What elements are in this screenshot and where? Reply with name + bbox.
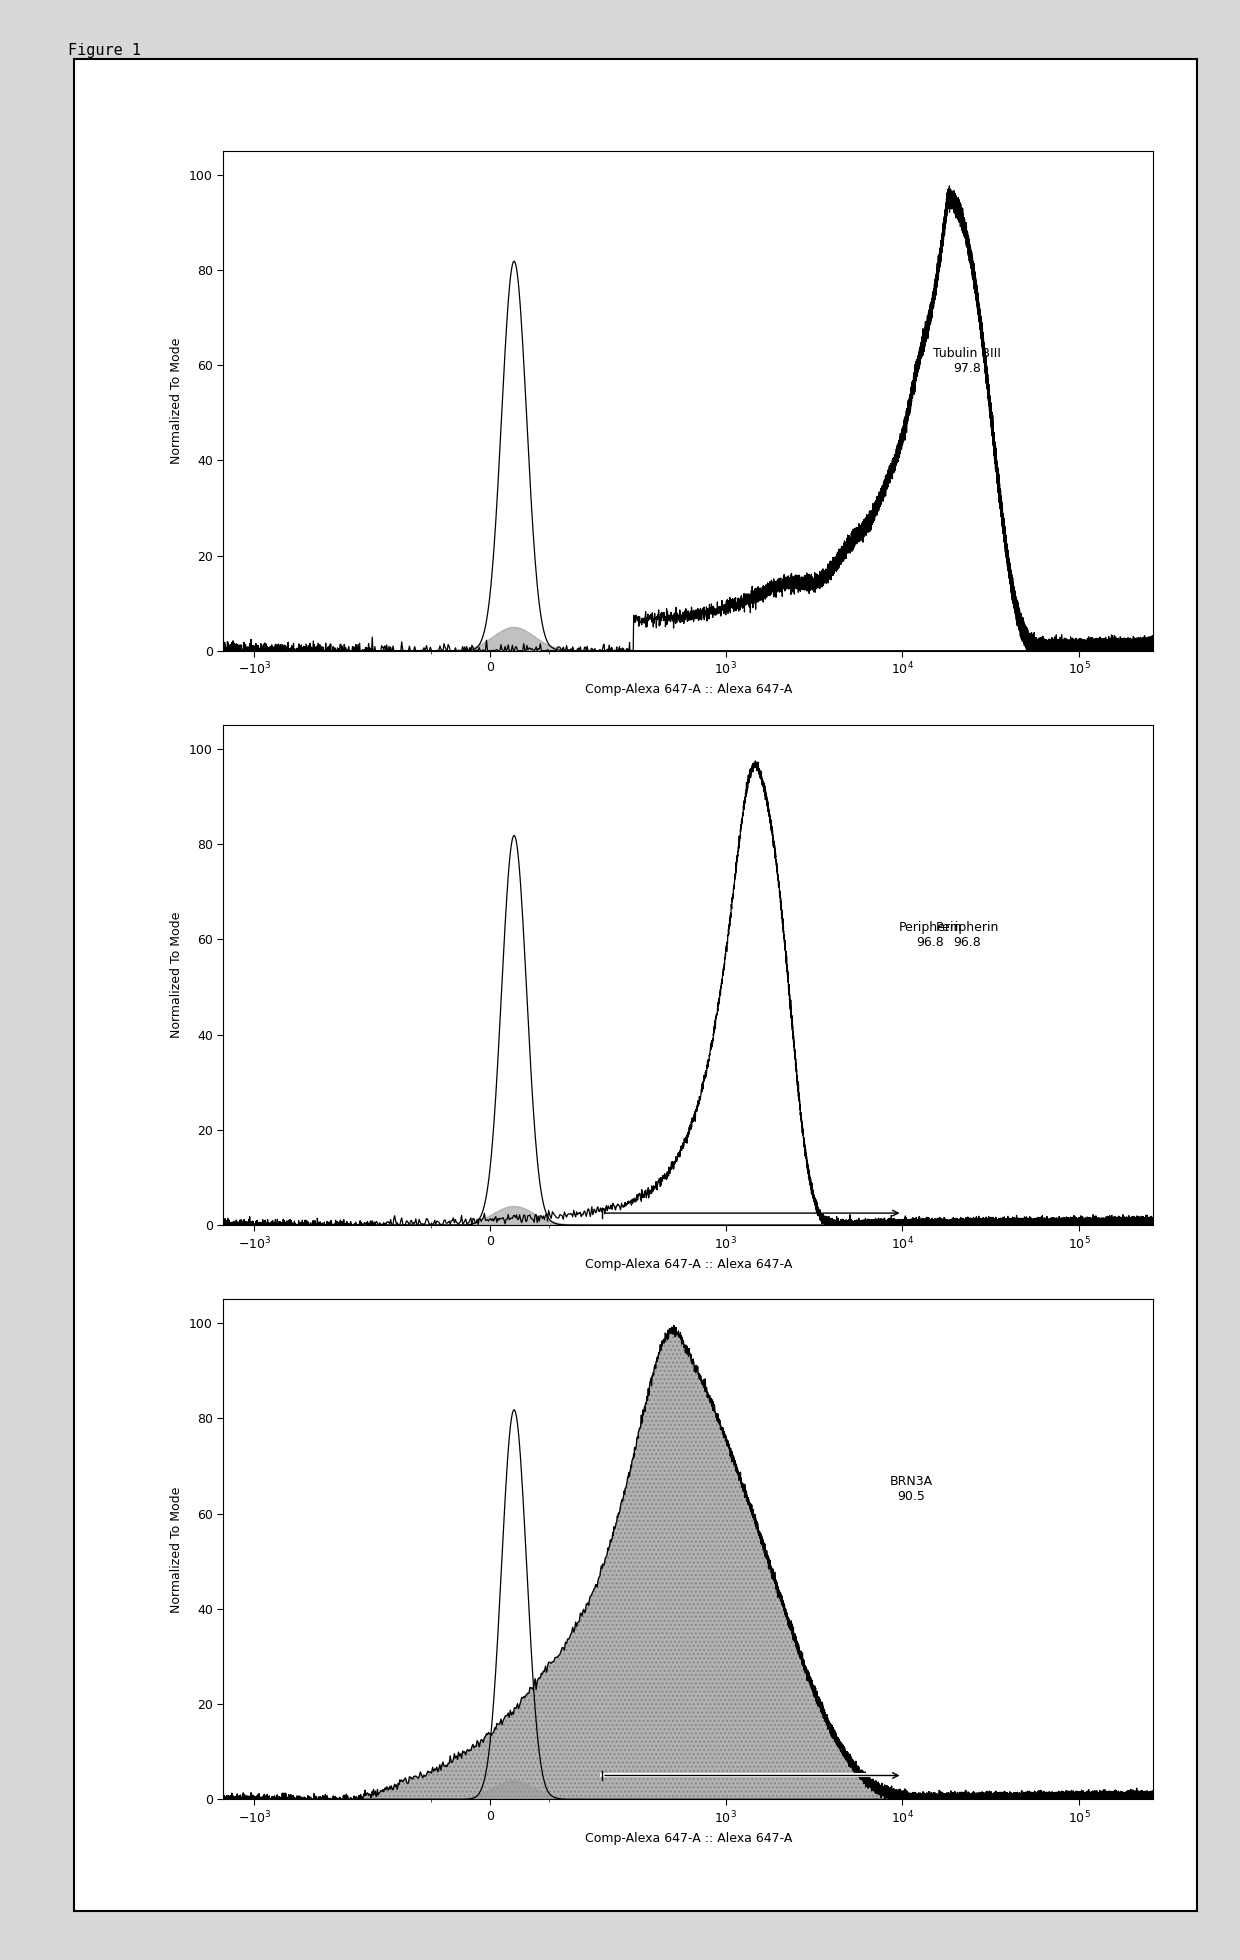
X-axis label: Comp-Alexa 647-A :: Alexa 647-A: Comp-Alexa 647-A :: Alexa 647-A	[584, 1833, 792, 1844]
Y-axis label: Normalized To Mode: Normalized To Mode	[170, 337, 184, 465]
Text: Peripherin
96.8: Peripherin 96.8	[898, 921, 962, 949]
Text: Peripherin
96.8: Peripherin 96.8	[935, 921, 999, 949]
Text: Figure 1: Figure 1	[68, 43, 141, 59]
Y-axis label: Normalized To Mode: Normalized To Mode	[170, 1486, 184, 1613]
X-axis label: Comp-Alexa 647-A :: Alexa 647-A: Comp-Alexa 647-A :: Alexa 647-A	[584, 1258, 792, 1270]
Y-axis label: Normalized To Mode: Normalized To Mode	[170, 911, 184, 1039]
Text: BRN3A
90.5: BRN3A 90.5	[890, 1476, 932, 1503]
Text: Tubulin BIII
97.8: Tubulin BIII 97.8	[934, 347, 1001, 374]
X-axis label: Comp-Alexa 647-A :: Alexa 647-A: Comp-Alexa 647-A :: Alexa 647-A	[584, 684, 792, 696]
